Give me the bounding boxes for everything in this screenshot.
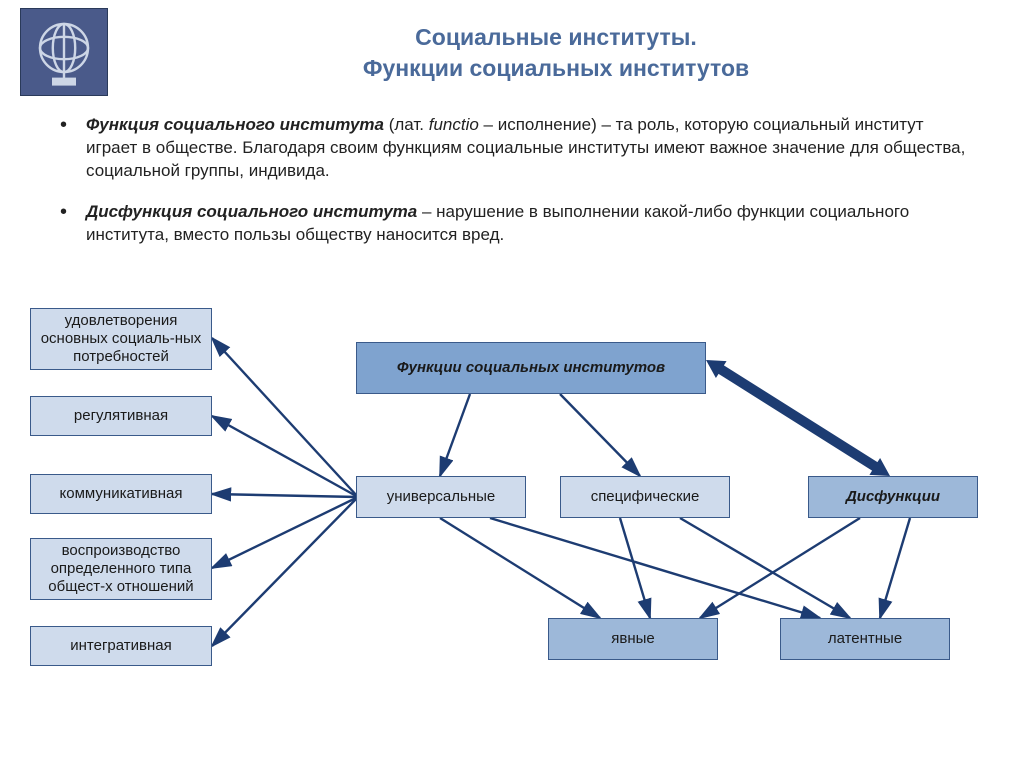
bullet-marker: • [60,201,86,247]
diagram-box: универсальные [356,476,526,518]
logo-image [20,8,108,96]
diagram-box: удовлетворения основных социаль-ных потр… [30,308,212,370]
slide-title: Социальные институты. Функции социальных… [108,8,1004,84]
diagram-box: воспроизводство определенного типа общес… [30,538,212,600]
slide-header: Социальные институты. Функции социальных… [0,0,1024,96]
bullet-item: • Дисфункция социального института – нар… [60,201,974,247]
title-line-1: Социальные институты. [108,22,1004,53]
title-line-2: Функции социальных институтов [108,53,1004,84]
diagram-box: коммуникативная [30,474,212,514]
bullet-lead: Функция социального института [86,115,384,134]
diagram-box: Дисфункции [808,476,978,518]
diagram-box: регулятивная [30,396,212,436]
diagram-box: латентные [780,618,950,660]
bullet-text: Дисфункция социального института – наруш… [86,201,974,247]
diagram-box: явные [548,618,718,660]
diagram-area: удовлетворения основных социаль-ных потр… [0,300,1024,760]
diagram-box: Функции социальных институтов [356,342,706,394]
bullet-text: Функция социального института (лат. func… [86,114,974,183]
bullet-lead: Дисфункция социального института [86,202,417,221]
diagram-box: интегративная [30,626,212,666]
bullet-marker: • [60,114,86,183]
diagram-box: специфические [560,476,730,518]
bullet-item: • Функция социального института (лат. fu… [60,114,974,183]
bullet-list: • Функция социального института (лат. fu… [0,96,1024,275]
